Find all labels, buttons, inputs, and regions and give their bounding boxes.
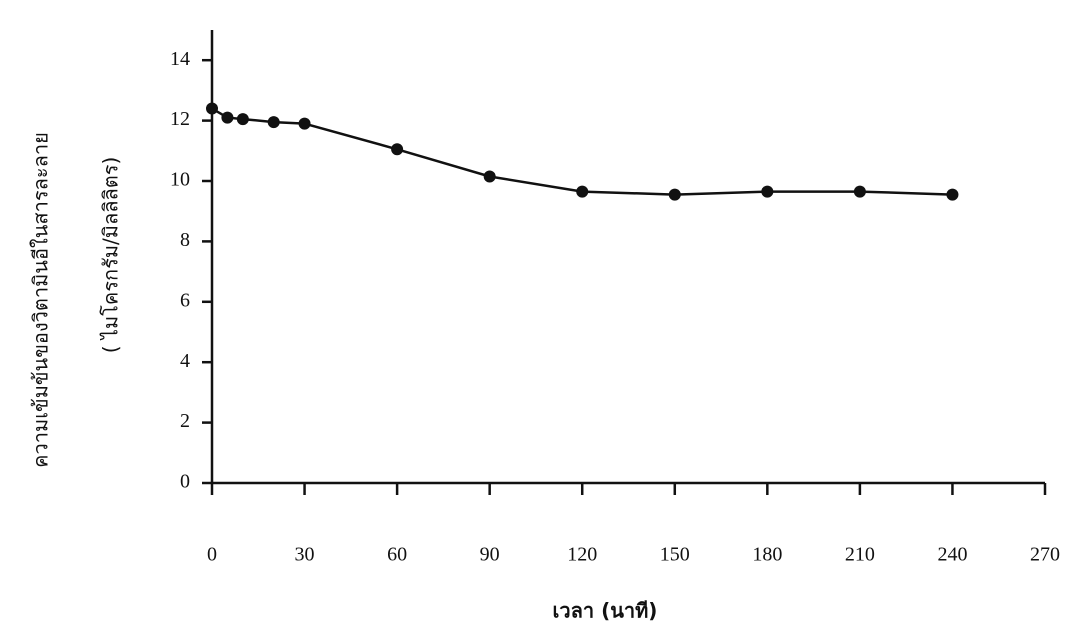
y-axis-unit: ( ไมโครกรัม/มิลลิลิตร) bbox=[99, 157, 123, 354]
y-tick-label: 12 bbox=[170, 108, 190, 130]
data-point bbox=[268, 116, 280, 128]
data-point bbox=[576, 186, 588, 198]
data-point bbox=[854, 186, 866, 198]
x-tick-label: 30 bbox=[295, 544, 315, 566]
data-point bbox=[206, 103, 218, 115]
y-tick-label: 14 bbox=[170, 48, 190, 70]
data-point bbox=[946, 189, 958, 201]
x-tick-label: 90 bbox=[480, 544, 500, 566]
data-point bbox=[237, 113, 249, 125]
x-tick-label: 0 bbox=[207, 544, 217, 566]
y-tick-label: 4 bbox=[180, 350, 190, 372]
y-axis-title: ความเข้มข้นของวิตามินอีในสารละลาย bbox=[29, 132, 53, 468]
page: เวลา (นาที) ความเข้มข้นของวิตามินอีในสาร… bbox=[0, 0, 1073, 636]
y-tick-label: 2 bbox=[180, 410, 190, 432]
y-tick-label: 0 bbox=[180, 471, 190, 493]
data-point bbox=[299, 118, 311, 130]
data-point bbox=[221, 112, 233, 124]
x-tick-label: 210 bbox=[845, 544, 875, 566]
chart: เวลา (นาที) ความเข้มข้นของวิตามินอีในสาร… bbox=[0, 0, 1073, 631]
x-tick-label: 180 bbox=[752, 544, 782, 566]
data-point bbox=[391, 143, 403, 155]
data-point bbox=[669, 189, 681, 201]
data-point bbox=[761, 186, 773, 198]
y-tick-label: 8 bbox=[180, 229, 190, 251]
x-tick-label: 60 bbox=[387, 544, 407, 566]
x-tick-label: 150 bbox=[660, 544, 690, 566]
x-tick-label: 270 bbox=[1030, 544, 1060, 566]
y-tick-label: 6 bbox=[180, 289, 190, 311]
x-tick-label: 120 bbox=[567, 544, 597, 566]
data-point bbox=[484, 170, 496, 182]
x-tick-label: 240 bbox=[937, 544, 967, 566]
y-tick-label: 10 bbox=[170, 169, 190, 191]
series-line bbox=[212, 109, 952, 195]
x-axis-title: เวลา (นาที) bbox=[553, 599, 658, 623]
